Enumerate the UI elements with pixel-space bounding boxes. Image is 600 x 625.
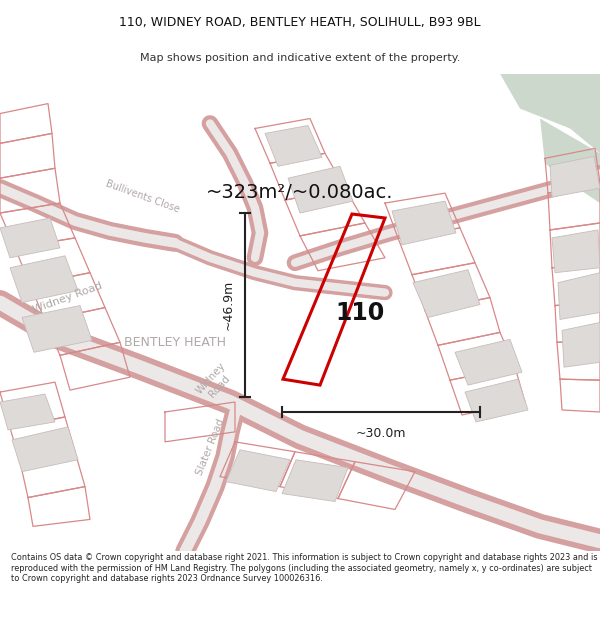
Polygon shape (0, 394, 55, 430)
Polygon shape (455, 339, 522, 385)
Polygon shape (265, 126, 322, 166)
Polygon shape (288, 166, 353, 213)
Polygon shape (465, 379, 528, 422)
Polygon shape (413, 270, 480, 318)
Polygon shape (10, 256, 78, 302)
Polygon shape (282, 460, 348, 501)
Text: BENTLEY HEATH: BENTLEY HEATH (124, 336, 226, 349)
Text: Widney
Road: Widney Road (194, 361, 236, 404)
Polygon shape (550, 156, 600, 197)
Polygon shape (22, 306, 92, 352)
Text: Bullivents Close: Bullivents Close (105, 178, 181, 214)
Text: ~30.0m: ~30.0m (356, 427, 406, 440)
Polygon shape (500, 74, 600, 153)
Polygon shape (540, 119, 600, 203)
Polygon shape (392, 201, 456, 245)
Polygon shape (12, 427, 78, 472)
Text: Map shows position and indicative extent of the property.: Map shows position and indicative extent… (140, 53, 460, 63)
Text: 110, WIDNEY ROAD, BENTLEY HEATH, SOLIHULL, B93 9BL: 110, WIDNEY ROAD, BENTLEY HEATH, SOLIHUL… (119, 16, 481, 29)
Polygon shape (226, 450, 290, 491)
Text: ~323m²/~0.080ac.: ~323m²/~0.080ac. (206, 183, 394, 202)
Text: ~46.9m: ~46.9m (221, 280, 235, 330)
Text: 110: 110 (335, 301, 385, 324)
Text: Contains OS data © Crown copyright and database right 2021. This information is : Contains OS data © Crown copyright and d… (11, 554, 597, 583)
Text: Widney Road: Widney Road (32, 281, 104, 315)
Polygon shape (562, 322, 600, 368)
Text: Slater Road: Slater Road (194, 417, 226, 476)
Polygon shape (552, 230, 600, 272)
Polygon shape (0, 218, 60, 258)
Polygon shape (558, 272, 600, 319)
